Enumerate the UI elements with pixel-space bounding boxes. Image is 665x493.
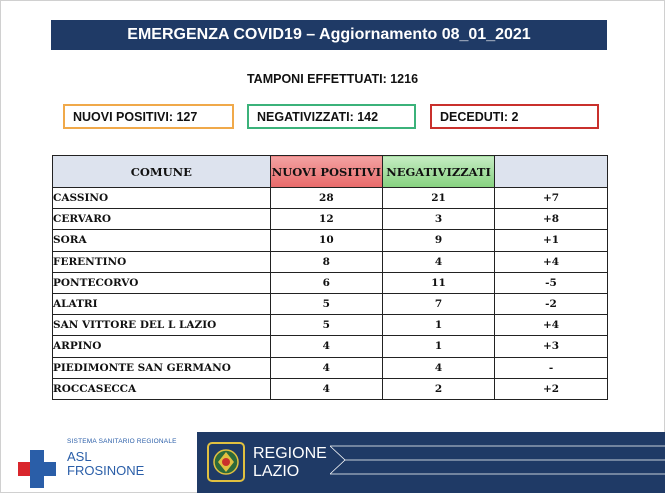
cell-comune: SAN VITTORE DEL L LAZIO (52, 314, 271, 337)
cell-differenza: +7 (493, 186, 609, 210)
regione-lazio-emblem-icon (207, 442, 245, 482)
table-row: ROCCASECCA 4 2 +2 (52, 377, 609, 400)
table-header-row: COMUNE NUOVI POSITIVI NEGATIVIZZATI (52, 155, 609, 188)
regione-lazio-text: REGIONE LAZIO (253, 445, 327, 481)
header-nuovi-positivi: NUOVI POSITIVI (269, 155, 384, 188)
cell-differenza: +8 (493, 208, 609, 231)
cell-negativizzati: 21 (382, 186, 495, 210)
tamponi-total: TAMPONI EFFETTUATI: 1216 (246, 72, 419, 86)
page-title: EMERGENZA COVID19 – Aggiornamento 08_01_… (51, 20, 607, 50)
nuovi-positivi-box: NUOVI POSITIVI: 127 (63, 104, 234, 129)
cell-differenza: +4 (493, 250, 609, 273)
header-negativizzati: NEGATIVIZZATI (382, 155, 495, 188)
asl-name: ASL FROSINONE (67, 450, 144, 478)
cell-comune: ROCCASECCA (52, 377, 271, 400)
cell-negativizzati: 2 (382, 377, 495, 400)
cell-differenza: +1 (493, 229, 609, 252)
table-row: CASSINO 28 21 +7 (52, 186, 609, 210)
cell-comune: SORA (52, 229, 271, 252)
cell-differenza: -5 (493, 271, 609, 294)
table-row: PIEDIMONTE SAN GERMANO 4 4 - (52, 356, 609, 379)
cell-negativizzati: 11 (382, 271, 495, 294)
negativizzati-label: NEGATIVIZZATI: 142 (257, 109, 379, 124)
cell-negativizzati: 9 (382, 229, 495, 252)
table-row: ALATRI 5 7 -2 (52, 292, 609, 316)
cell-comune: PONTECORVO (52, 271, 271, 294)
table-row: ARPINO 4 1 +3 (52, 335, 609, 358)
asl-name-line2: FROSINONE (67, 463, 145, 478)
cell-negativizzati: 1 (382, 335, 495, 358)
asl-name-line1: ASL (67, 449, 92, 464)
cell-comune: PIEDIMONTE SAN GERMANO (52, 356, 271, 379)
cell-comune: CASSINO (52, 186, 271, 210)
cell-nuovi-positivi: 28 (269, 186, 384, 210)
cell-comune: ALATRI (52, 292, 271, 316)
cell-differenza: +3 (493, 335, 609, 358)
cell-nuovi-positivi: 12 (269, 208, 384, 231)
cell-negativizzati: 1 (382, 314, 495, 337)
table-row: PONTECORVO 6 11 -5 (52, 271, 609, 294)
cell-negativizzati: 7 (382, 292, 495, 316)
cell-negativizzati: 4 (382, 250, 495, 273)
cell-negativizzati: 4 (382, 356, 495, 379)
asl-system-label: SISTEMA SANITARIO REGIONALE (67, 438, 177, 445)
cell-negativizzati: 3 (382, 208, 495, 231)
cell-differenza: +4 (493, 314, 609, 337)
cell-nuovi-positivi: 4 (269, 377, 384, 400)
decorative-lines (330, 445, 665, 475)
table-row: SAN VITTORE DEL L LAZIO 5 1 +4 (52, 314, 609, 337)
cell-comune: ARPINO (52, 335, 271, 358)
cell-comune: FERENTINO (52, 250, 271, 273)
regione-lazio-banner (197, 432, 665, 493)
negativizzati-box: NEGATIVIZZATI: 142 (247, 104, 416, 129)
cell-nuovi-positivi: 5 (269, 292, 384, 316)
regione-lazio-line2: LAZIO (253, 463, 300, 480)
deceduti-label: DECEDUTI: 2 (440, 109, 519, 124)
table-row: SORA 10 9 +1 (52, 229, 609, 252)
cell-nuovi-positivi: 10 (269, 229, 384, 252)
deceduti-box: DECEDUTI: 2 (430, 104, 599, 129)
header-comune: COMUNE (52, 155, 271, 188)
table-row: FERENTINO 8 4 +4 (52, 250, 609, 273)
header-differenza (493, 155, 609, 188)
cell-nuovi-positivi: 6 (269, 271, 384, 294)
cell-nuovi-positivi: 8 (269, 250, 384, 273)
cell-nuovi-positivi: 5 (269, 314, 384, 337)
table-row: CERVARO 12 3 +8 (52, 208, 609, 231)
comuni-table: COMUNE NUOVI POSITIVI NEGATIVIZZATI CASS… (52, 155, 609, 400)
nuovi-positivi-label: NUOVI POSITIVI: 127 (73, 109, 198, 124)
cell-nuovi-positivi: 4 (269, 335, 384, 358)
regione-lazio-line1: REGIONE (253, 445, 327, 462)
cell-comune: CERVARO (52, 208, 271, 231)
asl-cross-icon (18, 450, 56, 488)
page-title-text: EMERGENZA COVID19 – Aggiornamento 08_01_… (127, 26, 531, 43)
cell-differenza: +2 (493, 377, 609, 400)
cell-differenza: - (493, 356, 609, 379)
cell-differenza: -2 (493, 292, 609, 316)
cell-nuovi-positivi: 4 (269, 356, 384, 379)
